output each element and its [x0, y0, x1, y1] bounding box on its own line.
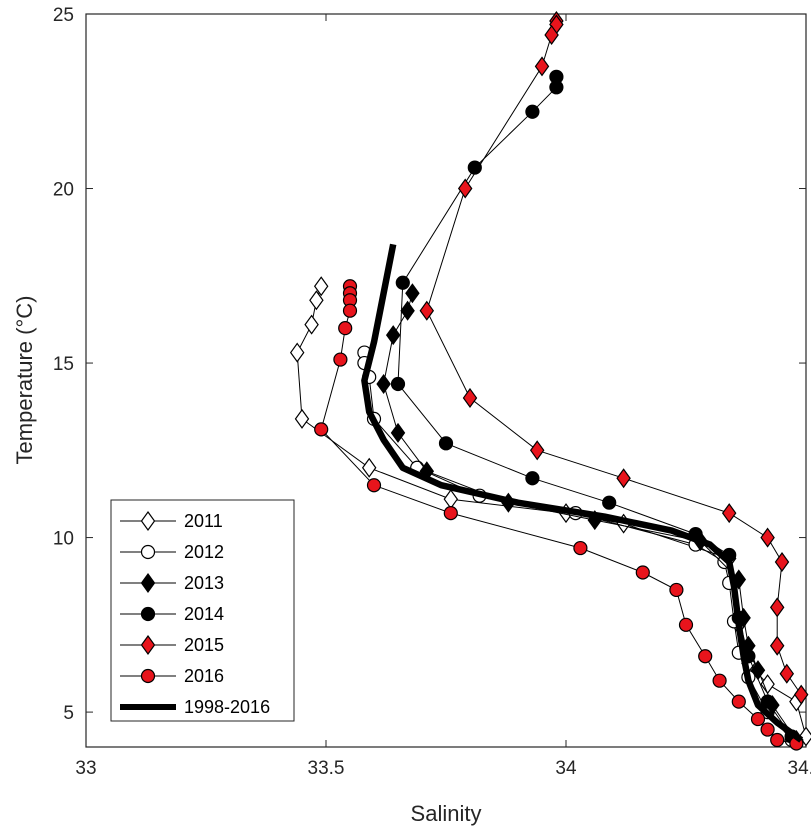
data-point [731, 694, 746, 709]
legend-item: 2015 [120, 634, 224, 656]
series-line [361, 243, 804, 743]
data-point [462, 387, 478, 408]
data-point [457, 178, 473, 199]
data-point [635, 565, 650, 580]
data-point [698, 649, 713, 664]
data-point [309, 290, 324, 311]
legend-box [110, 499, 295, 722]
data-point [798, 726, 811, 747]
legend-item: 2014 [120, 604, 224, 624]
legend-item: 2012 [120, 542, 224, 562]
data-point [443, 506, 458, 521]
data-point [390, 376, 406, 392]
y-tick-label: 10 [53, 529, 74, 550]
legend-label: 2014 [184, 604, 224, 624]
data-point [400, 300, 415, 321]
legend-label: 2015 [184, 635, 224, 655]
data-point [342, 303, 358, 318]
data-point [760, 694, 775, 709]
x-tick-label: 34 [555, 758, 577, 779]
legend: 2011 2012 2013 2014 2015 2016 1998-2016 [110, 499, 295, 722]
series-2016 [314, 279, 804, 751]
data-point [602, 495, 617, 510]
legend-marker [140, 634, 156, 656]
y-tick-label: 25 [53, 5, 74, 26]
data-point [750, 711, 766, 727]
legend-item: 1998-2016 [120, 697, 270, 717]
legend-item: 2016 [120, 666, 224, 686]
data-point [294, 408, 310, 429]
data-point [395, 275, 410, 290]
data-point [616, 468, 631, 489]
data-point [549, 80, 564, 95]
data-point [769, 597, 785, 618]
data-point [525, 471, 540, 486]
data-point [366, 478, 382, 493]
data-point [338, 321, 353, 336]
x-tick-label: 33 [75, 758, 96, 779]
data-point [760, 722, 775, 737]
x-axis-label: Salinity [411, 801, 482, 826]
axis-ticks: 33 33.5 34 34.5 5 10 15 20 25 [53, 5, 811, 779]
data-point [769, 635, 785, 656]
legend-item: 2011 [120, 510, 223, 532]
data-point [712, 673, 727, 688]
series-1998-2016 [361, 243, 804, 743]
legend-label: 2013 [184, 573, 224, 593]
data-point [390, 422, 406, 443]
data-point [405, 283, 420, 304]
data-point [467, 160, 482, 175]
data-point [438, 436, 454, 451]
series-2015 [419, 10, 809, 705]
data-point [770, 732, 785, 748]
data-point [760, 527, 775, 548]
data-point [793, 684, 809, 705]
y-tick-label: 5 [63, 703, 74, 724]
y-tick-label: 20 [53, 180, 74, 201]
legend-label: 2011 [184, 511, 223, 531]
legend-marker [140, 668, 156, 684]
legend-marker [140, 606, 156, 622]
series-line [426, 21, 802, 695]
legend-label: 2012 [184, 542, 224, 562]
data-point [333, 352, 348, 367]
y-axis-label: Temperature (°C) [12, 296, 37, 465]
data-point [779, 663, 795, 684]
legend-marker [140, 510, 156, 532]
x-tick-label: 33.5 [308, 758, 345, 779]
data-point [313, 276, 329, 297]
data-point [304, 314, 319, 335]
data-point [573, 540, 588, 556]
legend-label: 1998-2016 [184, 697, 270, 717]
data-point [525, 104, 540, 119]
data-point [774, 551, 790, 573]
data-point [385, 325, 401, 346]
data-point [669, 582, 684, 598]
x-tick-label: 34.5 [788, 758, 811, 779]
data-point [289, 342, 305, 363]
series-layer [289, 10, 811, 751]
data-point [678, 617, 694, 632]
legend-marker [140, 544, 156, 560]
data-point [721, 503, 737, 524]
legend-item: 2013 [120, 572, 224, 594]
data-point [534, 56, 550, 77]
legend-label: 2016 [184, 666, 224, 686]
legend-marker [140, 572, 156, 594]
y-tick-label: 15 [53, 354, 74, 375]
data-point [419, 300, 435, 321]
data-point [529, 440, 545, 461]
data-point [544, 24, 559, 45]
data-point [376, 373, 391, 395]
data-point [361, 457, 377, 478]
data-point [314, 422, 329, 437]
series-2014 [390, 69, 799, 744]
